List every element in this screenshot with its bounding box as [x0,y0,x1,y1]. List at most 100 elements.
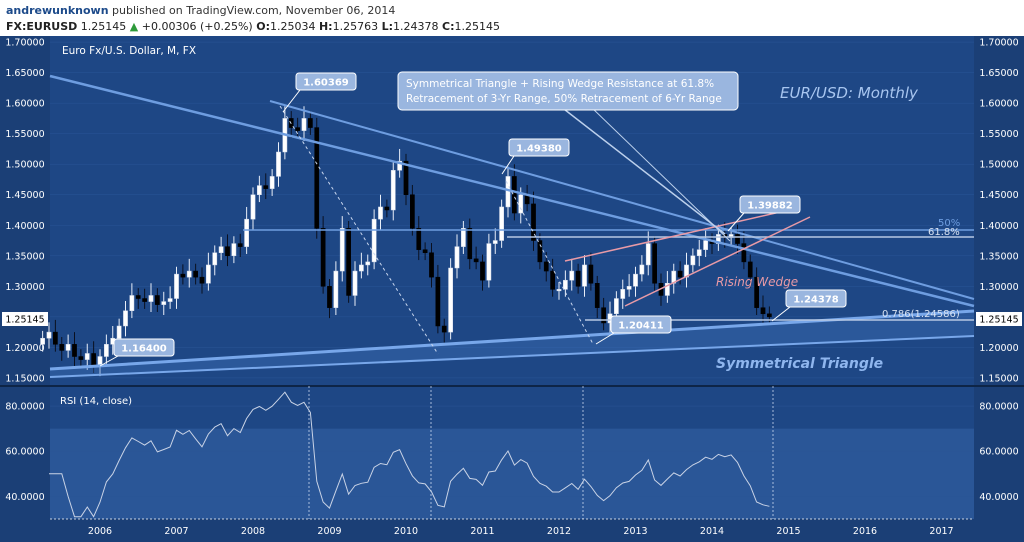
rsi-band [50,428,974,519]
candle [339,228,345,272]
price-tick-left: 1.40000 [5,221,44,232]
candle [735,234,740,244]
price-tick-right: 1.15000 [979,373,1018,384]
price-tick-right: 1.30000 [979,282,1018,293]
change-up-icon: ▲ [129,20,139,33]
candle [639,264,645,275]
candle [390,170,396,211]
candle [142,298,147,302]
candle [403,160,409,195]
triangle-label: Symmetrical Triangle [716,356,883,372]
callout-2012: 1.20411 [618,321,664,332]
candle [186,270,192,278]
triangle-lower-band [50,311,974,377]
low-label: L: [381,20,393,33]
price-tick-right: 1.35000 [979,251,1018,262]
rising-wedge-label: Rising Wedge [716,275,798,289]
callout-box-2014[interactable] [739,195,801,214]
last-price-badge-left [2,312,48,326]
swing-line-2 [505,180,594,345]
candle [346,228,351,296]
time-tick-label: 2017 [929,526,953,537]
high-value: 1.25763 [332,20,379,33]
candle [225,246,230,257]
quote-line: FX:EURUSD 1.25145 ▲ +0.00306 (+0.25%) O:… [6,20,500,33]
high-label: H: [318,20,333,33]
candle [677,270,683,278]
candle [327,286,332,308]
candle [244,218,249,247]
triangle-upper-line [49,74,975,308]
close-label: C: [442,20,455,33]
rsi-tick-left: 60.0000 [5,447,44,458]
candle [397,160,402,171]
left-axis [0,36,50,542]
callout-box-2012[interactable] [610,315,672,334]
time-tick-label: 2016 [853,526,877,537]
price-chart[interactable]: 1.70000 1.70000 1.65000 1.65000 1.60000 1.600… [0,36,1024,542]
candle [104,344,109,357]
rsi-line [49,391,770,518]
candle [46,331,52,339]
publish-line: andrewunknown published on TradingView.c… [6,4,395,17]
candle [167,298,173,302]
author-link[interactable]: andrewunknown [6,4,109,17]
candle [537,240,543,263]
candle [626,286,632,290]
low-value: 1.24378 [393,20,439,33]
rsi-tick-right: 80.0000 [979,402,1018,413]
time-tick-label: 2015 [776,526,800,537]
candle [747,261,753,278]
candle [148,295,154,302]
candle [416,228,422,250]
price-tick-left: 1.65000 [5,68,44,79]
candle [180,273,186,278]
candle [575,270,581,287]
time-tick-label: 2011 [470,526,494,537]
candle [155,295,160,305]
callout-box-high[interactable] [295,72,357,91]
price-tick-right: 1.65000 [979,68,1018,79]
candle [123,310,128,327]
candle [429,252,434,278]
callout-low: 1.24378 [793,295,839,306]
time-axis [0,519,1024,542]
candle [569,270,575,281]
note-line-1: Symmetrical Triangle + Rising Wedge Resi… [406,78,714,90]
candle [441,325,447,333]
candle [645,243,651,266]
candle [301,118,307,131]
candle [237,243,243,247]
candle [359,264,364,272]
note-box[interactable] [397,71,739,111]
candle [314,127,320,229]
candle [308,118,313,128]
callout-box-low[interactable] [785,289,847,308]
candle [665,283,670,296]
wedge-upper-line [564,211,781,262]
candle [754,276,759,308]
candle [276,151,281,177]
symbol-label[interactable]: FX:EURUSD [6,20,78,33]
candle [582,264,587,287]
callout-2012-pointer [595,332,615,345]
price-tick-left: 1.55000 [5,129,44,140]
triangle-upper-line-2 [269,100,975,300]
callout-box-2011[interactable] [508,138,570,157]
price-tick-left: 1.70000 [5,38,44,49]
rsi-tick-left: 80.0000 [5,402,44,413]
callout-box-2005[interactable] [113,338,175,357]
time-tick-label: 2009 [317,526,341,537]
swing-line-1 [279,105,439,355]
candle [512,176,517,214]
callout-high: 1.60369 [303,78,349,89]
price-tick-left: 1.35000 [5,251,44,262]
candle [320,228,326,287]
candle [486,243,492,281]
rsi-tick-right: 60.0000 [979,447,1018,458]
instrument-label: Euro Fx/U.S. Dollar, M, FX [62,45,196,57]
candle [129,295,135,311]
candle [53,331,58,345]
candle [543,261,549,272]
rsi-tick-right: 40.0000 [979,492,1018,503]
